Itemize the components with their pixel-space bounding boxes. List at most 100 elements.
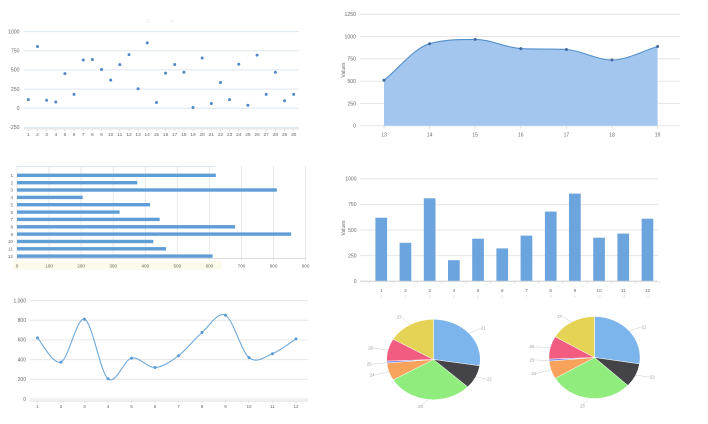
svg-text:9: 9 [574,288,577,293]
svg-text:22: 22 [487,377,492,382]
svg-text:6: 6 [501,288,504,293]
svg-text:15: 15 [472,133,478,139]
svg-text:1000: 1000 [344,34,356,40]
svg-text:10: 10 [597,288,603,293]
svg-text:11: 11 [8,247,13,252]
svg-text:Values: Values [341,220,347,235]
svg-text:22: 22 [650,375,655,380]
svg-text:250: 250 [11,87,20,93]
svg-text:8: 8 [10,224,13,229]
svg-text:3: 3 [45,132,48,138]
svg-text:500: 500 [11,68,20,74]
svg-text:2: 2 [36,132,39,138]
svg-text:500: 500 [347,79,356,85]
svg-text:4: 4 [453,288,456,293]
svg-text:2: 2 [10,180,13,185]
svg-text:24: 24 [531,371,536,376]
svg-text:750: 750 [11,49,20,55]
svg-text:750: 750 [348,202,357,208]
svg-text:7: 7 [82,132,85,138]
svg-text:28: 28 [273,132,279,138]
svg-text:4: 4 [453,294,456,299]
svg-text:5: 5 [10,202,13,207]
svg-text:9: 9 [574,294,577,299]
svg-text:1000: 1000 [345,177,356,183]
svg-text:8: 8 [91,132,94,138]
svg-text:0: 0 [354,279,357,285]
svg-text:10: 10 [8,239,14,244]
svg-text:2: 2 [404,288,407,293]
svg-text:25: 25 [245,132,251,138]
svg-text:500: 500 [173,263,181,268]
svg-text:27: 27 [264,132,270,138]
svg-text:11: 11 [621,294,626,299]
svg-text:11: 11 [270,404,275,409]
svg-text:21: 21 [481,325,486,330]
svg-text:21: 21 [209,132,215,138]
svg-text:26: 26 [254,132,260,138]
svg-text:9: 9 [100,132,103,138]
svg-text:200: 200 [18,377,27,383]
svg-text:18: 18 [609,133,615,139]
svg-text:11: 11 [117,132,122,138]
svg-text:1: 1 [27,132,30,138]
svg-text:14: 14 [145,132,151,138]
svg-text:2: 2 [404,294,407,299]
svg-text:1: 1 [10,173,13,178]
svg-text:17: 17 [172,132,178,138]
svg-text:24: 24 [370,373,375,378]
svg-text:26: 26 [529,344,534,349]
svg-text:19: 19 [190,132,196,138]
svg-text:1000: 1000 [8,29,20,35]
svg-text:0: 0 [17,106,20,112]
svg-text:14: 14 [427,133,433,139]
svg-text:0: 0 [353,124,356,130]
svg-text:10: 10 [246,404,252,409]
svg-text:16: 16 [518,133,524,139]
svg-text:4: 4 [10,195,13,200]
svg-text:9: 9 [10,232,13,237]
svg-text:8: 8 [549,288,552,293]
svg-text:700: 700 [238,263,246,268]
svg-text:1: 1 [380,294,383,299]
svg-text:22: 22 [218,132,224,138]
svg-text:300: 300 [109,263,117,268]
svg-text:3: 3 [83,404,86,409]
svg-text:800: 800 [270,263,278,268]
svg-text:6: 6 [73,132,76,138]
svg-text:5: 5 [477,288,480,293]
svg-text:i1: i1 [146,19,150,25]
svg-text:4: 4 [107,404,110,409]
svg-text:13: 13 [135,132,141,138]
svg-text:12: 12 [293,404,299,409]
svg-text:250: 250 [348,253,357,259]
svg-text:1250: 1250 [344,12,356,18]
svg-text:7: 7 [525,288,528,293]
svg-text:10: 10 [597,294,602,299]
svg-text:5: 5 [477,294,480,299]
svg-text:19: 19 [655,133,661,139]
svg-text:12: 12 [645,288,651,293]
svg-text:23: 23 [580,403,585,408]
svg-text:3: 3 [10,188,13,193]
svg-text:10: 10 [108,132,114,138]
svg-text:25: 25 [529,357,534,362]
svg-text:2: 2 [60,404,63,409]
svg-text:7: 7 [10,217,13,222]
svg-text:6: 6 [501,294,504,299]
svg-text:12: 12 [8,254,14,259]
svg-text:18: 18 [181,132,187,138]
svg-text:400: 400 [18,357,27,363]
svg-text:9: 9 [224,404,227,409]
svg-text:800: 800 [18,318,27,324]
svg-text:24: 24 [236,132,242,138]
svg-text:900: 900 [302,263,310,268]
svg-text:11: 11 [621,288,626,293]
svg-text:16: 16 [163,132,169,138]
svg-text:3: 3 [428,288,431,293]
svg-text:1,000: 1,000 [13,298,26,304]
svg-text:29: 29 [282,132,288,138]
svg-text:8: 8 [550,294,553,299]
svg-text:200: 200 [77,263,85,268]
svg-text:30: 30 [291,132,297,138]
